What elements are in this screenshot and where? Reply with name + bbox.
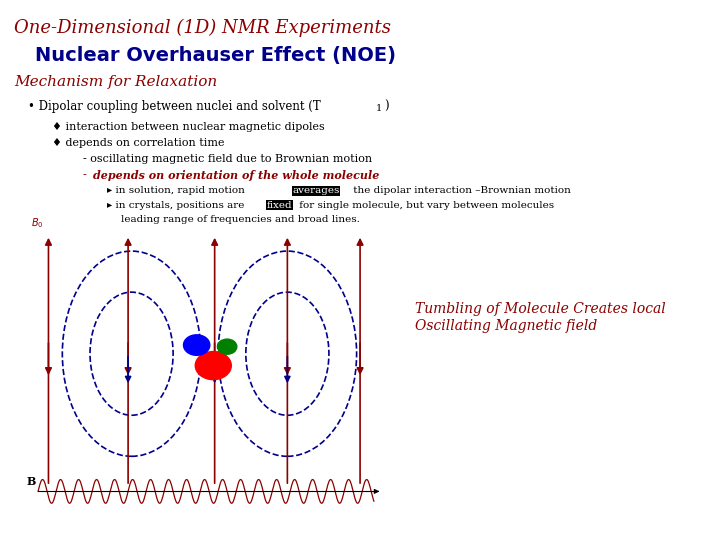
Text: depends on orientation of the whole molecule: depends on orientation of the whole mole… [94,170,380,181]
Text: -: - [83,170,90,180]
Text: leading range of frequencies and broad lines.: leading range of frequencies and broad l… [121,215,360,224]
Text: Tumbling of Molecule Creates local
Oscillating Magnetic field: Tumbling of Molecule Creates local Oscil… [415,302,666,333]
Text: • Dipolar coupling between nuclei and solvent (T: • Dipolar coupling between nuclei and so… [27,100,320,113]
Text: Nuclear Overhauser Effect (NOE): Nuclear Overhauser Effect (NOE) [35,46,395,65]
Text: ▸ in crystals, positions are: ▸ in crystals, positions are [107,201,248,210]
Text: for single molecule, but vary between molecules: for single molecule, but vary between mo… [297,201,554,210]
Text: fixed: fixed [266,201,292,210]
Text: the dipolar interaction –Brownian motion: the dipolar interaction –Brownian motion [350,186,570,195]
Text: - oscillating magnetic field due to Brownian motion: - oscillating magnetic field due to Brow… [83,154,372,164]
Text: One-Dimensional (1D) NMR Experiments: One-Dimensional (1D) NMR Experiments [14,19,391,37]
Text: 1: 1 [376,104,382,113]
Text: $B_0$: $B_0$ [31,215,44,230]
Circle shape [184,335,210,355]
Text: ♦ depends on correlation time: ♦ depends on correlation time [52,138,225,148]
Text: B: B [27,476,36,487]
Text: averages: averages [292,186,340,195]
Text: ▸ in solution, rapid motion: ▸ in solution, rapid motion [107,186,248,195]
Text: ♦ interaction between nuclear magnetic dipoles: ♦ interaction between nuclear magnetic d… [52,122,325,132]
Text: Mechanism for Relaxation: Mechanism for Relaxation [14,75,217,89]
Circle shape [195,352,231,380]
Circle shape [217,339,237,354]
Text: ): ) [384,100,389,113]
